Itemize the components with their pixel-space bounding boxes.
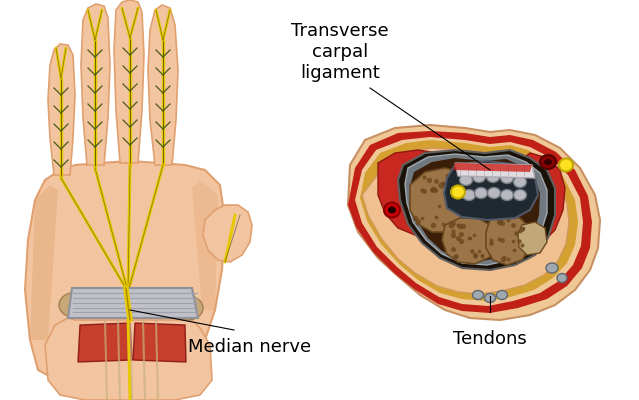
- Polygon shape: [410, 168, 468, 232]
- Polygon shape: [78, 323, 132, 362]
- Ellipse shape: [173, 296, 203, 320]
- Ellipse shape: [557, 274, 567, 282]
- Text: Transverse
carpal
ligament: Transverse carpal ligament: [291, 22, 389, 82]
- Polygon shape: [203, 205, 252, 262]
- Polygon shape: [355, 137, 583, 306]
- Ellipse shape: [488, 188, 500, 198]
- Ellipse shape: [388, 206, 396, 214]
- Polygon shape: [453, 163, 532, 172]
- Ellipse shape: [546, 263, 558, 273]
- Ellipse shape: [459, 174, 472, 186]
- Polygon shape: [405, 154, 547, 265]
- Ellipse shape: [384, 202, 400, 218]
- Polygon shape: [348, 125, 600, 320]
- Polygon shape: [45, 318, 212, 400]
- Polygon shape: [518, 222, 547, 255]
- Polygon shape: [444, 161, 538, 220]
- Ellipse shape: [463, 190, 475, 200]
- Polygon shape: [487, 153, 565, 252]
- Ellipse shape: [514, 190, 527, 200]
- Polygon shape: [398, 150, 555, 270]
- Ellipse shape: [500, 190, 514, 200]
- Polygon shape: [114, 0, 144, 163]
- Text: Tendons: Tendons: [453, 330, 527, 348]
- Ellipse shape: [544, 159, 552, 165]
- Polygon shape: [360, 140, 578, 301]
- Ellipse shape: [59, 292, 91, 318]
- Ellipse shape: [472, 290, 484, 300]
- Polygon shape: [25, 161, 225, 388]
- Ellipse shape: [559, 158, 573, 172]
- Ellipse shape: [486, 172, 500, 182]
- Polygon shape: [486, 215, 530, 265]
- Ellipse shape: [451, 186, 465, 198]
- Ellipse shape: [500, 172, 514, 184]
- Polygon shape: [362, 148, 569, 294]
- Ellipse shape: [514, 176, 527, 188]
- Polygon shape: [68, 288, 198, 318]
- Polygon shape: [48, 44, 75, 175]
- Polygon shape: [348, 131, 592, 313]
- Ellipse shape: [484, 294, 495, 302]
- Ellipse shape: [540, 155, 556, 169]
- Ellipse shape: [497, 290, 507, 300]
- Polygon shape: [410, 158, 540, 261]
- Polygon shape: [133, 323, 186, 362]
- Polygon shape: [148, 5, 178, 165]
- Polygon shape: [192, 180, 218, 310]
- Ellipse shape: [472, 172, 486, 182]
- Polygon shape: [30, 185, 58, 340]
- Polygon shape: [455, 163, 535, 178]
- Polygon shape: [378, 150, 455, 235]
- Text: Median nerve: Median nerve: [189, 338, 312, 356]
- Ellipse shape: [475, 188, 488, 198]
- Polygon shape: [81, 4, 110, 165]
- Polygon shape: [442, 218, 494, 264]
